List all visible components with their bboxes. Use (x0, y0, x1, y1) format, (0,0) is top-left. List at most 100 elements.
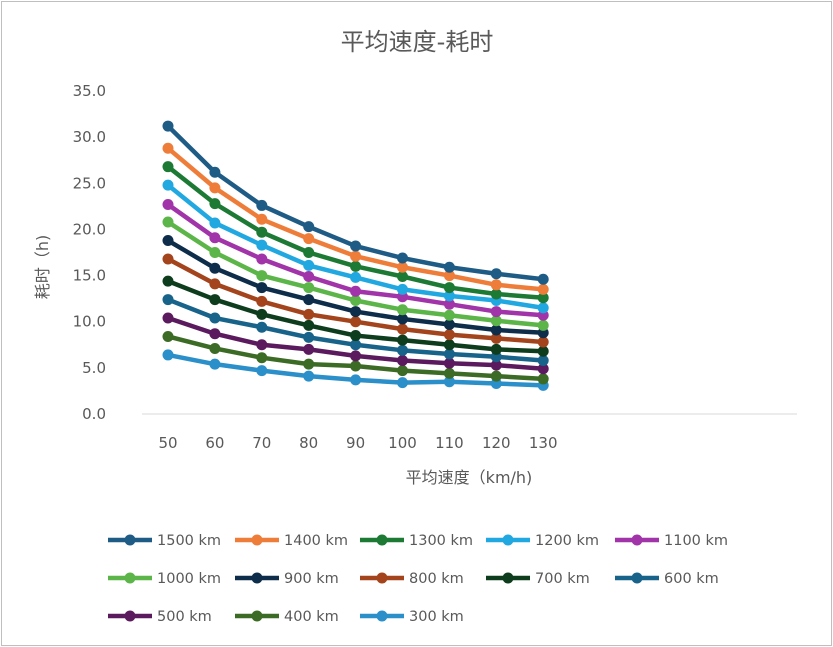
x-tick-label: 80 (299, 434, 318, 452)
series-300-km (162, 349, 549, 391)
data-point (490, 315, 502, 327)
data-point (397, 323, 408, 335)
chart-title: 平均速度-耗时 (341, 28, 494, 56)
legend-swatch-marker (251, 610, 263, 622)
legend-label: 900 km (284, 571, 339, 587)
x-tick-label: 50 (158, 434, 177, 452)
data-point (303, 343, 315, 355)
data-point (397, 313, 408, 325)
data-point (209, 342, 221, 354)
axes: 0.0 5.0 10.0 15.0 20.0 25.0 30.0 35.0 50 60 70 80 90… (73, 82, 797, 452)
y-tick-label: 5.0 (82, 359, 106, 377)
data-point (256, 352, 268, 364)
data-point (209, 182, 221, 194)
series-layer (162, 120, 549, 391)
data-point (397, 365, 408, 377)
data-point (443, 348, 455, 360)
data-point (350, 350, 362, 362)
data-point (303, 247, 315, 258)
data-point (209, 358, 221, 370)
data-point (443, 298, 455, 310)
data-point (209, 294, 221, 306)
y-tick-label: 20.0 (73, 220, 106, 238)
data-point (443, 367, 455, 379)
data-point (162, 179, 174, 191)
data-point (397, 261, 408, 273)
data-point (443, 282, 455, 294)
y-tick-label: 35.0 (73, 82, 106, 100)
data-point (397, 283, 408, 295)
data-point (397, 270, 408, 282)
data-point (303, 358, 315, 370)
y-tick-label: 0.0 (82, 405, 106, 423)
data-point (350, 330, 362, 342)
data-point (162, 330, 174, 342)
data-point (397, 344, 408, 356)
x-tick-label: 70 (252, 434, 271, 452)
data-point (490, 370, 502, 382)
data-point (209, 217, 221, 229)
data-point (162, 312, 174, 324)
legend-label: 1200 km (535, 533, 599, 549)
data-point (397, 377, 408, 389)
series-500-km (162, 312, 549, 375)
data-point (256, 321, 268, 333)
data-point (162, 349, 174, 361)
legend: 1500 km 1400 km 1300 km 1200 km 1100 km 1000 … (108, 533, 728, 625)
y-tick-label: 10.0 (73, 313, 106, 331)
data-point (162, 294, 174, 306)
legend-item: 500 km (108, 609, 212, 625)
series-1100-km (162, 199, 549, 321)
data-point (303, 319, 315, 331)
legend-swatch-marker (124, 572, 136, 584)
data-point (443, 357, 455, 369)
data-point (256, 282, 268, 294)
data-point (209, 312, 221, 324)
legend-swatch-marker (502, 534, 514, 546)
data-point (537, 273, 549, 285)
data-point (490, 279, 502, 291)
data-point (537, 336, 549, 348)
data-point (490, 306, 502, 318)
data-point (350, 360, 362, 372)
data-point (397, 334, 408, 346)
legend-swatch-marker (251, 534, 263, 546)
data-point (350, 306, 362, 318)
series-1300-km (162, 161, 549, 304)
data-point (537, 302, 549, 314)
data-point (256, 339, 268, 351)
data-point (490, 288, 502, 300)
legend-item: 1400 km (235, 533, 348, 549)
x-tick-label: 110 (435, 434, 464, 452)
data-point (537, 292, 549, 304)
data-point (162, 120, 174, 132)
legend-item: 1100 km (615, 533, 728, 549)
data-point (256, 239, 268, 251)
x-tick-label: 130 (529, 434, 558, 452)
data-point (256, 226, 268, 238)
legend-swatch-marker (631, 534, 643, 546)
data-point (397, 304, 408, 316)
series-1500-km (162, 120, 549, 285)
data-point (537, 363, 549, 375)
data-point (162, 216, 174, 228)
data-point (350, 250, 362, 262)
series-1000-km (162, 216, 549, 331)
legend-label: 800 km (409, 571, 464, 587)
series-400-km (162, 330, 549, 385)
x-tick-label: 90 (346, 434, 365, 452)
legend-swatch-marker (376, 572, 388, 584)
legend-item: 1200 km (486, 533, 599, 549)
data-point (256, 213, 268, 225)
legend-label: 600 km (664, 571, 719, 587)
legend-label: 1100 km (664, 533, 728, 549)
data-point (350, 285, 362, 297)
data-point (303, 308, 315, 320)
data-point (256, 253, 268, 265)
data-point (162, 235, 174, 247)
data-point (443, 290, 455, 302)
legend-label: 400 km (284, 609, 339, 625)
data-point (490, 343, 502, 355)
data-point (209, 278, 221, 290)
